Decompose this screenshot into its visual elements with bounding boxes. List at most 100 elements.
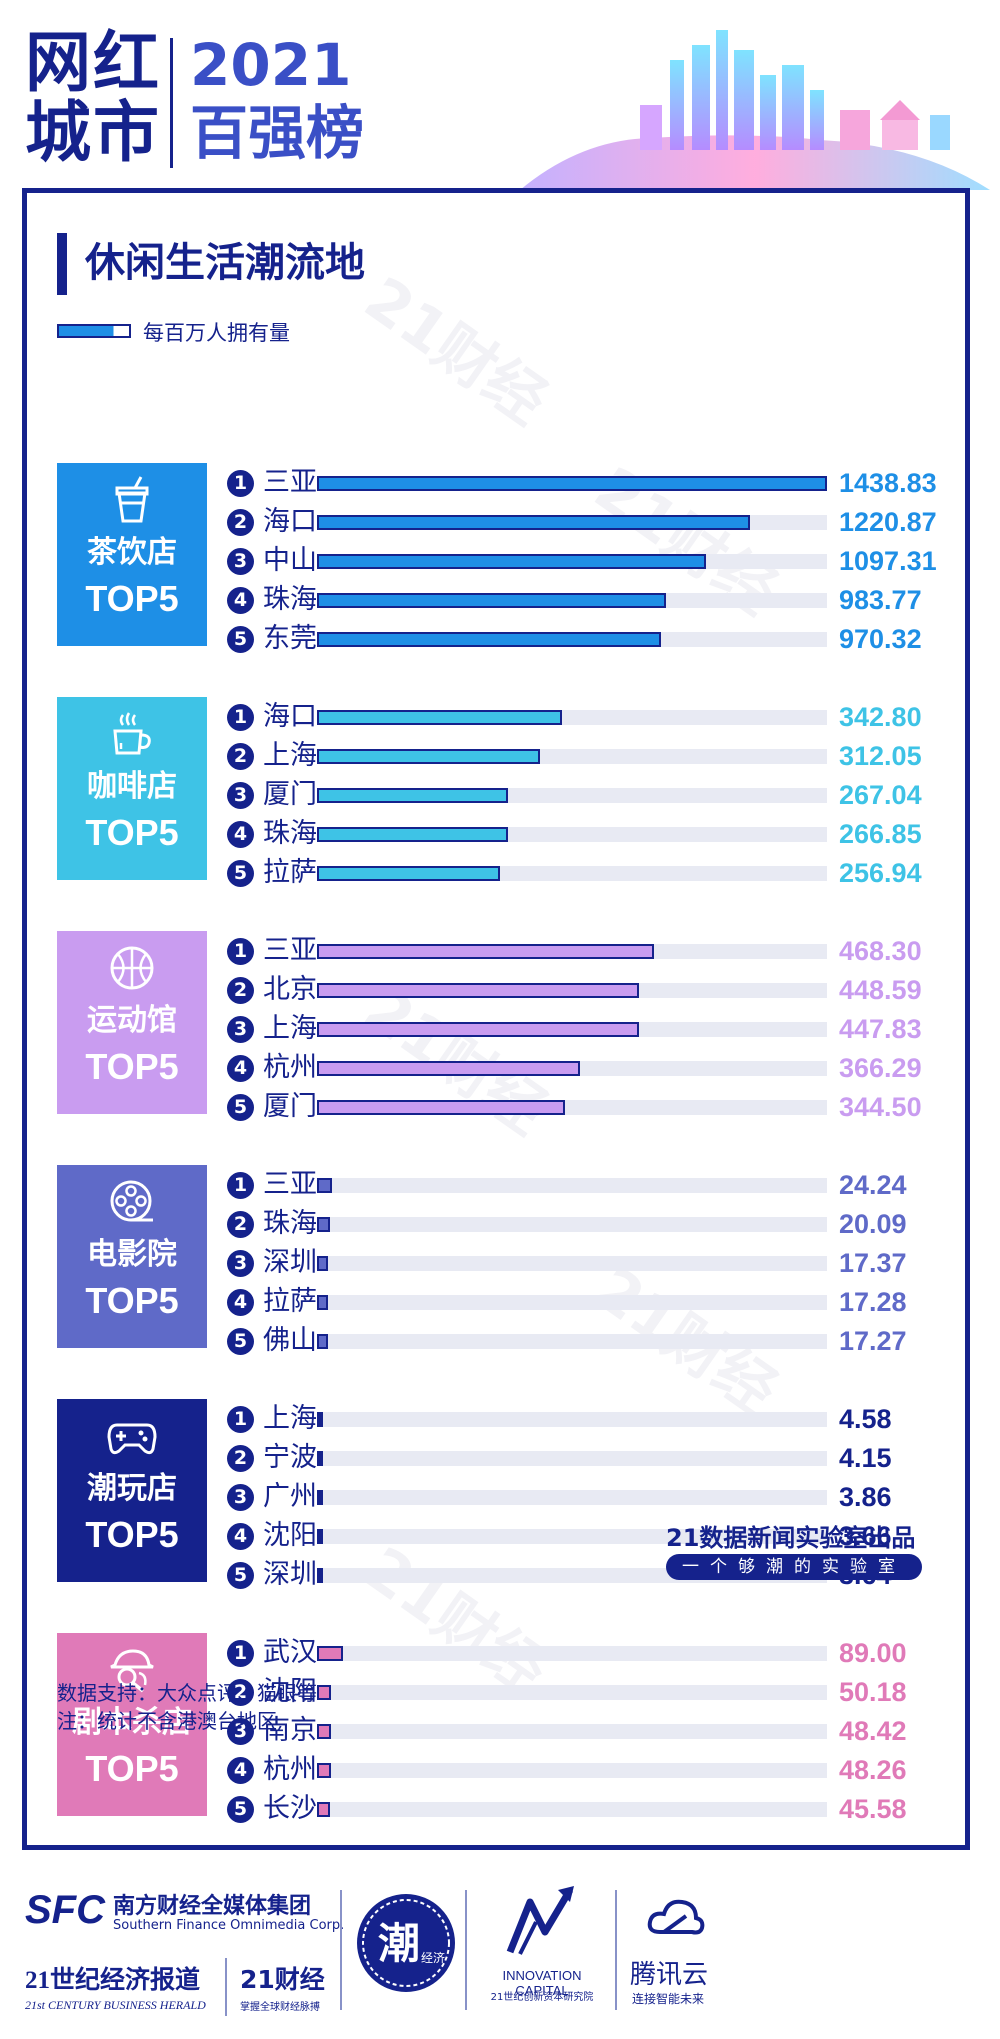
bar: [317, 1256, 328, 1271]
bar-track: [317, 1529, 827, 1544]
category-name: 潮玩店: [87, 1471, 177, 1506]
bar-track: [317, 1256, 827, 1271]
rank-badge: 4: [227, 821, 254, 848]
rank-badge: 1: [227, 1640, 254, 1667]
innovation-capital-icon: [506, 1886, 574, 1955]
bar-row: 4 杭州 48.26: [227, 1752, 972, 1788]
bar-row: 3 广州 3.86: [227, 1479, 972, 1515]
innovation-capital-subtitle: 21世纪创新资本研究院: [490, 1992, 594, 2003]
producer-slogan: 一个够潮的实验室: [666, 1554, 922, 1580]
rank-badge: 5: [227, 1562, 254, 1589]
divider: [615, 1890, 617, 2010]
bar: [317, 1568, 323, 1583]
legend-label: 每百万人拥有量: [143, 321, 290, 345]
bar-track: [317, 515, 827, 530]
bar-row: 4 杭州 366.29: [227, 1050, 972, 1086]
bar: [317, 1802, 330, 1817]
city-label: 珠海: [263, 1208, 317, 1239]
rank-badge: 1: [227, 1406, 254, 1433]
category-badge: 茶饮店 TOP5: [57, 463, 207, 646]
category-badge: 潮玩店 TOP5: [57, 1399, 207, 1582]
bar-row: 1 上海 4.58: [227, 1401, 972, 1437]
category-name: 咖啡店: [87, 769, 177, 804]
value-label: 266.85: [839, 819, 922, 849]
bar-track: [317, 1061, 827, 1076]
rank-badge: 1: [227, 1172, 254, 1199]
city-label: 三亚: [263, 1169, 317, 1200]
coffee-cup-icon: [113, 712, 151, 755]
logo-char: 红: [93, 24, 159, 101]
city-label: 佛山: [263, 1325, 317, 1356]
wanghong-city-logo: 网 红 城 市: [25, 30, 165, 170]
city-label: 拉萨: [263, 857, 317, 888]
bar-track: [317, 710, 827, 725]
bar: [317, 632, 661, 647]
bar-track: [317, 1178, 827, 1193]
bar: [317, 515, 750, 530]
sfc-english-name: Southern Finance Omnimedia Corp.: [113, 1918, 345, 1933]
bar-track: [317, 1724, 827, 1739]
bar: [317, 1061, 580, 1076]
bar: [317, 1763, 331, 1778]
value-label: 983.77: [839, 585, 922, 615]
section-title-bar: [57, 233, 67, 295]
logo-char: 城: [25, 94, 91, 171]
header-title: 百强榜: [190, 99, 365, 167]
category-top-label: TOP5: [85, 812, 179, 853]
bar: [317, 1490, 323, 1505]
category-block: 运动馆 TOP5 1 三亚 468.30 2 北京 448.59 3 上海 447.83 4 杭州 366…: [57, 931, 972, 1122]
city-label: 广州: [263, 1481, 317, 1512]
city-label: 长沙: [263, 1793, 317, 1824]
bar-track: [317, 866, 827, 881]
logo-char: 市: [93, 94, 159, 171]
value-label: 1220.87: [839, 507, 937, 537]
coverage-note: 注：统计不含港澳台地区: [57, 1709, 277, 1733]
bar-track: [317, 827, 827, 842]
bar-row: 5 厦门 344.50: [227, 1089, 972, 1125]
gamepad-icon: [107, 1423, 157, 1455]
value-label: 256.94: [839, 858, 922, 888]
section-title: 休闲生活潮流地: [85, 240, 365, 286]
tencent-cloud-icon: [647, 1899, 705, 1935]
bar-row: 1 三亚 468.30: [227, 933, 972, 969]
category-top-label: TOP5: [85, 1046, 179, 1087]
bar-track: [317, 749, 827, 764]
bar-row: 2 宁波 4.15: [227, 1440, 972, 1476]
innovation-capital-title: INNOVATION CAPITAL: [502, 1968, 582, 1998]
paper-english-name: 21st CENTURY BUSINESS HERALD: [25, 1998, 206, 2012]
sfc-name: 南方财经全媒体集团: [113, 1894, 312, 1919]
category-top-label: TOP5: [85, 1748, 179, 1789]
city-label: 厦门: [263, 1091, 317, 1122]
bar-track: [317, 1451, 827, 1466]
value-label: 89.00: [839, 1638, 907, 1668]
rank-badge: 3: [227, 1016, 254, 1043]
rank-badge: 2: [227, 977, 254, 1004]
legend-swatch: [57, 324, 131, 338]
rank-badge: 4: [227, 1289, 254, 1316]
rank-badge: 1: [227, 470, 254, 497]
bar-row: 3 上海 447.83: [227, 1011, 972, 1047]
brand-21caijing: 21财经: [240, 1965, 325, 1994]
category-name: 剧本杀店: [72, 1705, 192, 1740]
category-name: 茶饮店: [87, 535, 177, 570]
bar: [317, 1412, 323, 1427]
category-badge: 运动馆 TOP5: [57, 931, 207, 1114]
category-badge: 咖啡店 TOP5: [57, 697, 207, 880]
footer-logos: SFC 南方财经全媒体集团 Southern Finance Omnimedia…: [0, 1860, 1000, 2039]
bar: [317, 1685, 331, 1700]
bar-row: 5 东莞 970.32: [227, 621, 972, 657]
rank-badge: 3: [227, 548, 254, 575]
rank-badge: 2: [227, 1445, 254, 1472]
detective-icon: [110, 1649, 154, 1693]
bar-row: 5 长沙 45.58: [227, 1791, 972, 1827]
bar: [317, 827, 508, 842]
bar-row: 2 海口 1220.87: [227, 504, 972, 540]
city-label: 海口: [263, 701, 317, 732]
chao-sub: 经济: [421, 1950, 445, 1965]
city-label: 上海: [263, 1403, 317, 1434]
rank-badge: 5: [227, 860, 254, 887]
value-label: 48.26: [839, 1755, 907, 1785]
rank-badge: 4: [227, 587, 254, 614]
rank-badge: 3: [227, 1484, 254, 1511]
bar-row: 2 北京 448.59: [227, 972, 972, 1008]
